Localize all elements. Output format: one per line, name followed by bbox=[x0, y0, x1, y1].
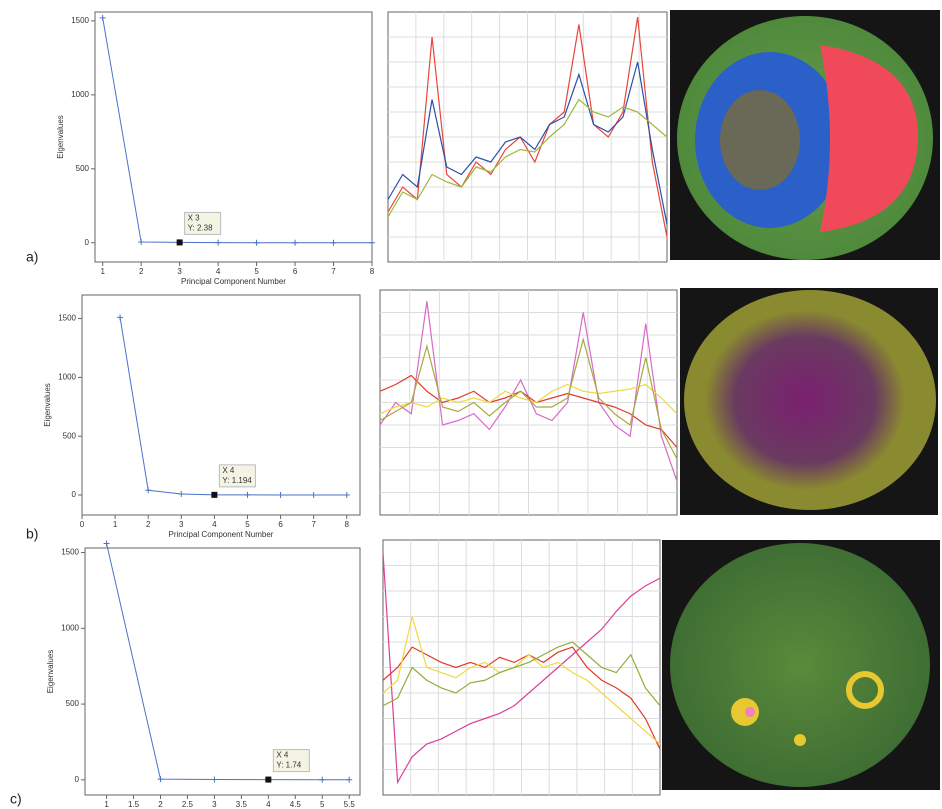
x-tick-label: 5 bbox=[245, 520, 250, 529]
plot-frame bbox=[84, 547, 361, 796]
point-marker bbox=[244, 491, 251, 498]
spectrum-line bbox=[382, 646, 661, 750]
x-tick-label: 2 bbox=[146, 520, 151, 529]
point-marker bbox=[346, 776, 353, 783]
y-tick-label: 500 bbox=[76, 164, 90, 173]
spectrum-line bbox=[387, 61, 668, 225]
x-tick-label: 7 bbox=[311, 520, 316, 529]
point-marker bbox=[138, 239, 145, 246]
x-tick-label: 2 bbox=[139, 267, 144, 276]
point-marker bbox=[253, 239, 260, 246]
annotation-text: X 3 bbox=[188, 214, 201, 223]
x-tick-label: 6 bbox=[293, 267, 298, 276]
point-marker bbox=[157, 776, 164, 783]
x-tick-label: 5 bbox=[254, 267, 259, 276]
y-tick-label: 1500 bbox=[61, 548, 79, 557]
x-axis-label: Principal Component Number bbox=[169, 530, 274, 539]
annotation-marker bbox=[176, 239, 183, 246]
image-c bbox=[662, 540, 940, 790]
x-tick-label: 2 bbox=[158, 800, 163, 809]
x-tick-label: 3.5 bbox=[236, 800, 248, 809]
image-b bbox=[680, 288, 938, 515]
x-tick-label: 4.5 bbox=[290, 800, 302, 809]
x-tick-label: 2.5 bbox=[182, 800, 194, 809]
x-tick-label: 3 bbox=[179, 520, 184, 529]
eigen-line bbox=[106, 543, 350, 781]
plot-frame bbox=[94, 11, 373, 263]
point-marker bbox=[319, 776, 326, 783]
spectrum-line bbox=[382, 641, 661, 707]
annotation-marker bbox=[211, 491, 218, 498]
spectrum-line bbox=[379, 374, 678, 448]
y-tick-label: 1000 bbox=[61, 623, 79, 632]
panel-label: b) bbox=[26, 526, 38, 542]
x-tick-label: 8 bbox=[345, 520, 350, 529]
y-tick-label: 0 bbox=[85, 238, 90, 247]
annotation-text: Y: 1.74 bbox=[276, 761, 301, 770]
panel-label: a) bbox=[26, 249, 38, 265]
eigen-line bbox=[119, 317, 347, 496]
x-tick-label: 1 bbox=[113, 520, 118, 529]
eigen-line bbox=[102, 17, 373, 244]
x-tick-label: 6 bbox=[278, 520, 283, 529]
image-a bbox=[670, 10, 940, 260]
point-marker bbox=[310, 491, 317, 498]
x-tick-label: 0 bbox=[80, 520, 85, 529]
point-marker bbox=[343, 491, 350, 498]
y-tick-label: 1500 bbox=[58, 314, 76, 323]
spectrum-line bbox=[379, 337, 678, 460]
spectrum-line bbox=[382, 616, 661, 745]
annotation-text: Y: 2.38 bbox=[188, 224, 213, 233]
y-tick-label: 1500 bbox=[71, 16, 89, 25]
annotation-box bbox=[184, 211, 222, 235]
spectrum-line bbox=[382, 552, 661, 785]
x-tick-label: 8 bbox=[370, 267, 375, 276]
annotation-box bbox=[218, 464, 256, 488]
x-tick-label: 7 bbox=[331, 267, 336, 276]
point-marker bbox=[178, 491, 185, 498]
x-tick-label: 4 bbox=[266, 800, 271, 809]
x-tick-label: 5.5 bbox=[344, 800, 356, 809]
annotation-box bbox=[272, 749, 310, 773]
point-marker bbox=[369, 239, 375, 246]
point-marker bbox=[215, 239, 222, 246]
point-marker bbox=[330, 239, 337, 246]
spectrum-line bbox=[387, 16, 668, 238]
x-tick-label: 4 bbox=[212, 520, 217, 529]
y-axis-label: Eigenvalues bbox=[43, 383, 52, 427]
point-marker bbox=[99, 14, 106, 21]
spectrum-line bbox=[379, 383, 678, 415]
y-tick-label: 0 bbox=[75, 775, 80, 784]
annotation-text: Y: 1.194 bbox=[222, 476, 252, 485]
x-tick-label: 4 bbox=[216, 267, 221, 276]
point-marker bbox=[277, 491, 284, 498]
point-marker bbox=[211, 776, 218, 783]
point-marker bbox=[117, 314, 124, 321]
x-tick-label: 1 bbox=[104, 800, 109, 809]
x-tick-label: 1.5 bbox=[128, 800, 140, 809]
x-tick-label: 5 bbox=[320, 800, 325, 809]
point-marker bbox=[145, 487, 152, 494]
annotation-text: X 4 bbox=[222, 466, 235, 475]
x-axis-label: Principal Component Number bbox=[181, 277, 286, 286]
point-marker bbox=[292, 239, 299, 246]
y-tick-label: 1000 bbox=[71, 90, 89, 99]
y-tick-label: 1000 bbox=[58, 372, 76, 381]
y-tick-label: 0 bbox=[72, 490, 77, 499]
y-axis-label: Eigenvalues bbox=[46, 650, 55, 694]
y-axis-label: Eigenvalues bbox=[56, 115, 65, 159]
x-tick-label: 3 bbox=[177, 267, 182, 276]
x-tick-label: 1 bbox=[100, 267, 105, 276]
annotation-text: X 4 bbox=[276, 751, 289, 760]
y-tick-label: 500 bbox=[63, 431, 77, 440]
panel-label: c) bbox=[10, 791, 22, 807]
annotation-marker bbox=[265, 776, 272, 783]
x-tick-label: 3 bbox=[212, 800, 217, 809]
spectrum-line bbox=[387, 98, 668, 218]
plot-frame bbox=[81, 294, 361, 516]
point-marker bbox=[103, 540, 110, 547]
y-tick-label: 500 bbox=[66, 699, 80, 708]
